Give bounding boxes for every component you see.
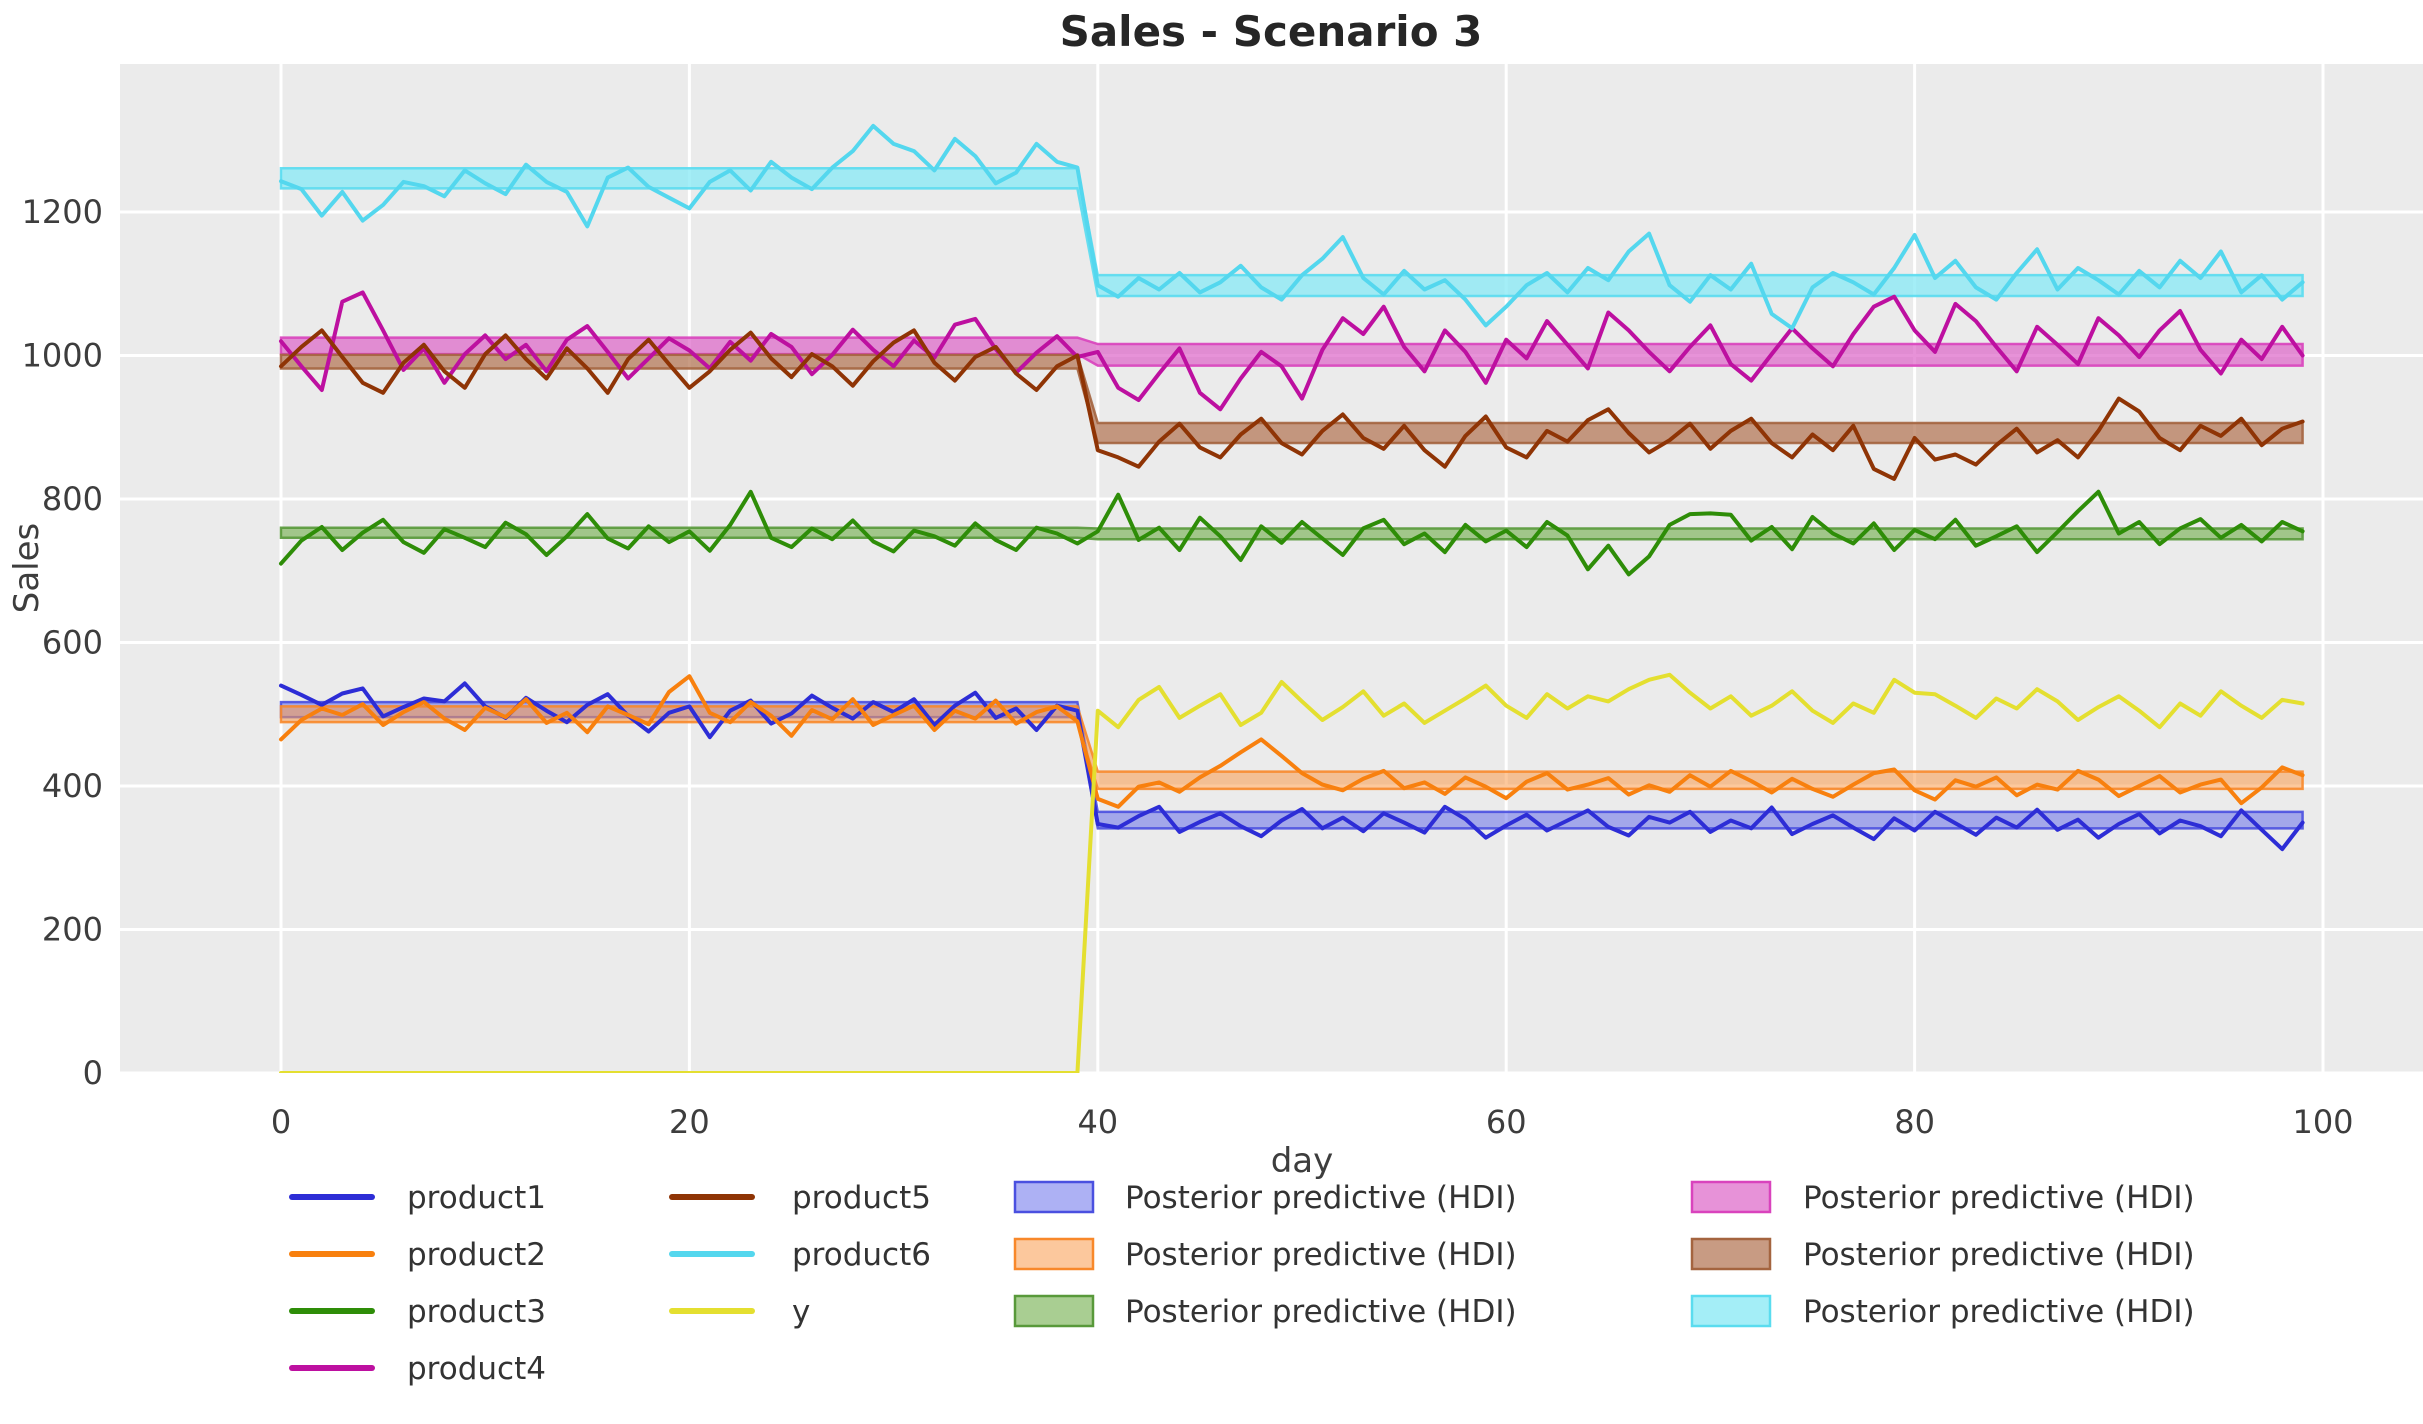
legend-patch-swatch: [1690, 1294, 1772, 1328]
x-tick-label: 80: [1894, 1103, 1935, 1141]
legend-entry: Posterior predictive (HDI): [1013, 1294, 1517, 1330]
y-axis-label: Sales: [7, 523, 47, 614]
legend-entry-label: product1: [407, 1180, 546, 1216]
legend-entry-label: Posterior predictive (HDI): [1125, 1180, 1517, 1216]
legend-entry: y: [669, 1294, 810, 1330]
series-line-product4: [279, 290, 2305, 412]
legend-entry-label: product5: [792, 1180, 931, 1216]
y-tick-label: 600: [42, 624, 103, 662]
legend-entry: product6: [669, 1237, 931, 1273]
legend-entry-label: product4: [407, 1351, 546, 1387]
y-tick-label: 800: [42, 480, 103, 518]
legend-entry: Posterior predictive (HDI): [1690, 1237, 2195, 1273]
legend-patch-swatch: [1690, 1237, 1772, 1271]
legend-patch-swatch: [1013, 1294, 1095, 1328]
series-line-product3: [279, 489, 2305, 577]
legend-patch-swatch: [1690, 1180, 1772, 1214]
series-line-product1: [279, 681, 2305, 852]
legend-entry-label: y: [792, 1294, 810, 1330]
y-axis-tick-labels: 0 200 400 600 800 1000 1200: [22, 193, 103, 1092]
legend-entry: product5: [669, 1180, 931, 1216]
series-line-product6: [279, 123, 2305, 331]
series-line-product5: [279, 328, 2305, 481]
legend-entry: Posterior predictive (HDI): [1013, 1180, 1517, 1216]
y-tick-label: 0: [83, 1054, 103, 1092]
legend-entry: product2: [289, 1237, 546, 1273]
series-line-y: [279, 672, 2305, 1073]
legend-entry-label: Posterior predictive (HDI): [1125, 1294, 1517, 1330]
legend-entry: product1: [289, 1180, 546, 1216]
legend-entry: product4: [289, 1351, 546, 1387]
y-tick-label: 400: [42, 767, 103, 805]
legend-entry: Posterior predictive (HDI): [1690, 1180, 2195, 1216]
series-line-product2: [279, 674, 2305, 809]
x-axis-tick-labels: 0 20 40 60 80 100: [271, 1103, 2354, 1141]
legend: product1 product2 product3 product4 product5…: [289, 1180, 2195, 1387]
x-axis-label: day: [1271, 1141, 1334, 1181]
legend-entry-label: Posterior predictive (HDI): [1803, 1294, 2195, 1330]
legend-patch-swatch: [1013, 1180, 1095, 1214]
plot-background: [120, 64, 2423, 1073]
chart-title: Sales - Scenario 3: [1060, 7, 1483, 56]
y-tick-label: 1000: [22, 337, 103, 375]
x-tick-label: 20: [669, 1103, 710, 1141]
y-tick-label: 1200: [22, 193, 103, 231]
gridlines: [120, 64, 2423, 1075]
x-tick-label: 40: [1077, 1103, 1118, 1141]
legend-entry-label: Posterior predictive (HDI): [1125, 1237, 1517, 1273]
series-lines: [279, 123, 2305, 1073]
legend-entry-label: Posterior predictive (HDI): [1803, 1237, 2195, 1273]
legend-entry: Posterior predictive (HDI): [1013, 1237, 1517, 1273]
legend-entry-label: product6: [792, 1237, 931, 1273]
legend-entry-label: product2: [407, 1237, 546, 1273]
legend-entry: Posterior predictive (HDI): [1690, 1294, 2195, 1330]
x-tick-label: 60: [1486, 1103, 1527, 1141]
legend-entry: product3: [289, 1294, 546, 1330]
legend-entry-label: product3: [407, 1294, 546, 1330]
legend-patch-swatch: [1013, 1237, 1095, 1271]
x-tick-label: 0: [271, 1103, 291, 1141]
x-tick-label: 100: [2292, 1103, 2353, 1141]
y-tick-label: 200: [42, 911, 103, 949]
legend-entry-label: Posterior predictive (HDI): [1803, 1180, 2195, 1216]
